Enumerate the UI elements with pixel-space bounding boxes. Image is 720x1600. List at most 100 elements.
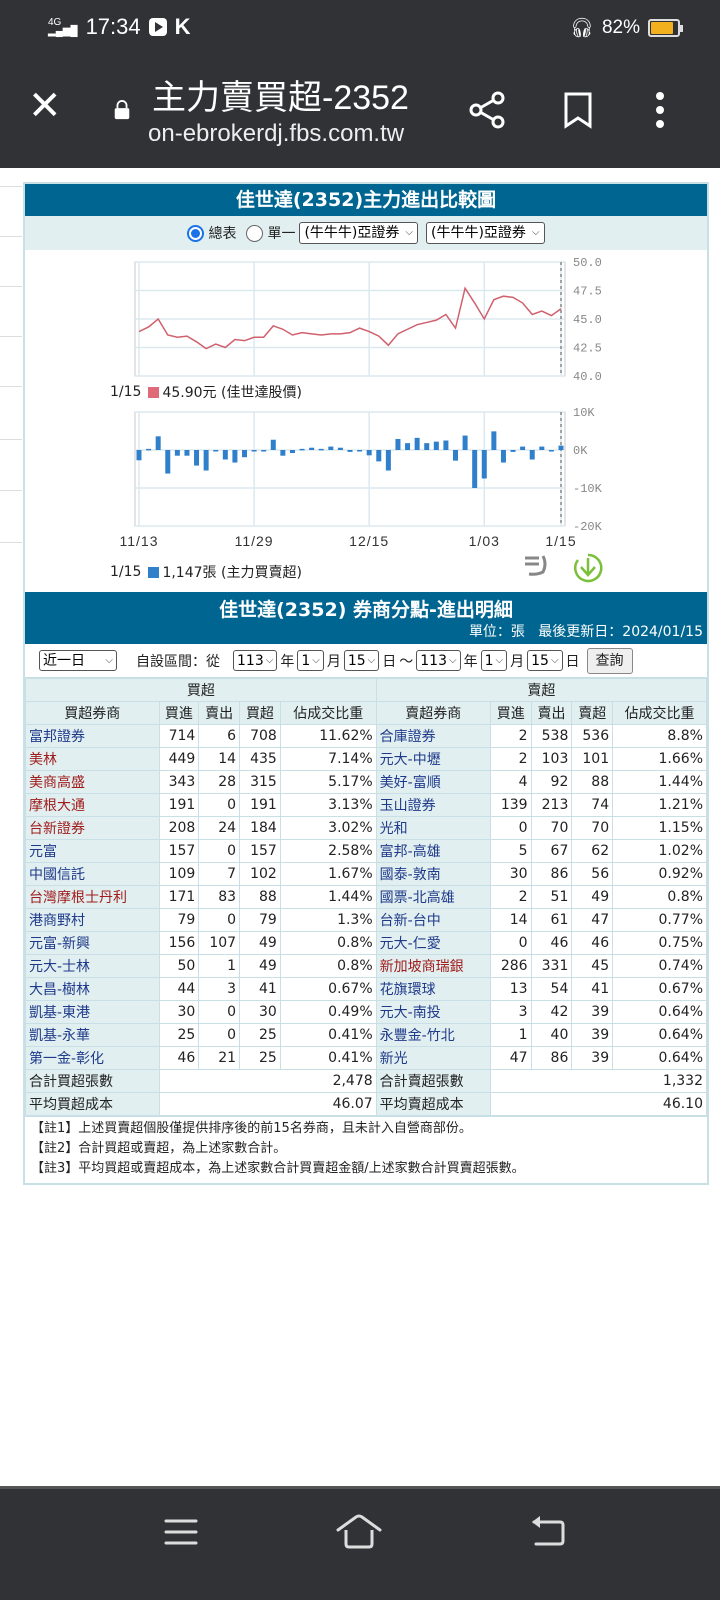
sell-buy-cell: 4 <box>489 770 532 794</box>
sell-broker-link[interactable]: 元大-中壢 <box>375 747 491 771</box>
bookmark-icon[interactable] <box>562 90 594 130</box>
buy-sell-cell: 107 <box>198 931 241 955</box>
recent-apps-icon[interactable] <box>164 1517 198 1547</box>
buy-col-header[interactable]: 買超 <box>239 701 281 725</box>
table-row: 元富-新興 156 107 49 0.8% 元大-仁愛 0 46 46 0.75% <box>25 931 707 955</box>
sell-buy-cell: 2 <box>489 724 532 748</box>
buy-broker-link[interactable]: 美商高盛 <box>25 770 160 794</box>
buy-broker-link[interactable]: 港商野村 <box>25 908 160 932</box>
svg-text:0K: 0K <box>573 444 588 458</box>
to-day-select[interactable]: 15 ⌵ <box>527 650 563 671</box>
buy-sell-cell: 0 <box>198 793 241 817</box>
buy-broker-link[interactable]: 元富-新興 <box>25 931 160 955</box>
sell-broker-link[interactable]: 新光 <box>375 1046 491 1070</box>
total-row-cell: 1,332 <box>489 1069 708 1093</box>
sell-sell-cell: 86 <box>530 1046 573 1070</box>
price-legend: 1/15 45.90元 (佳世達股價) <box>110 384 302 401</box>
sell-broker-link[interactable]: 元大-南投 <box>375 1000 491 1024</box>
buy-broker-link[interactable]: 中國信託 <box>25 862 160 886</box>
radio-total[interactable] <box>187 224 205 242</box>
note-1: 【註1】上述買賣超個股僅提供排序後的前15名券商，且未計入自營商部份。 <box>31 1121 472 1136</box>
average-row-cell: 平均買超成本 <box>25 1092 160 1116</box>
buy-net-cell: 25 <box>239 1023 281 1047</box>
buy-broker-link[interactable]: 第一金-彰化 <box>25 1046 160 1070</box>
from-year-select[interactable]: 113 ⌵ <box>233 650 278 671</box>
day-unit: 日 <box>382 653 397 670</box>
month-unit: 月 <box>326 653 341 670</box>
period-select[interactable]: 近一日 ⌵ <box>39 650 117 671</box>
sell-broker-link[interactable]: 台新-台中 <box>375 908 491 932</box>
home-icon[interactable] <box>336 1513 382 1549</box>
table-row: 凱基-東港 30 0 30 0.49% 元大-南投 3 42 39 0.64% <box>25 1000 707 1024</box>
buy-broker-link[interactable]: 元富 <box>25 839 160 863</box>
sell-broker-link[interactable]: 光和 <box>375 816 491 840</box>
status-bar: 4G ▂▄▆█ 17:34 K 🎧︎ 82% <box>0 0 720 56</box>
sell-broker-link[interactable]: 永豐金-竹北 <box>375 1023 491 1047</box>
sell-broker-link[interactable]: 合庫證券 <box>375 724 491 748</box>
buy-col-header[interactable]: 買超券商 <box>25 701 160 725</box>
more-options-icon[interactable] <box>650 90 670 130</box>
buy-broker-link[interactable]: 台灣摩根士丹利 <box>25 885 160 909</box>
buy-broker-link[interactable]: 美林 <box>25 747 160 771</box>
sell-col-header[interactable]: 賣出 <box>530 701 573 725</box>
sell-broker-link[interactable]: 美好-富順 <box>375 770 491 794</box>
sell-col-header[interactable]: 佔成交比重 <box>612 701 707 725</box>
back-icon[interactable] <box>530 1515 566 1547</box>
buy-broker-link[interactable]: 凱基-永華 <box>25 1023 160 1047</box>
from-month-select[interactable]: 1 ⌵ <box>297 650 324 671</box>
svg-text:40.0: 40.0 <box>573 370 602 384</box>
radio-single[interactable] <box>246 224 264 242</box>
chevron-down-icon: ⌵ <box>367 654 376 666</box>
sell-net-cell: 47 <box>571 908 614 932</box>
year-unit: 年 <box>463 653 478 670</box>
play-icon <box>148 18 167 36</box>
total-row: 合計買超張數 2,478 合計賣超張數 1,332 <box>25 1069 708 1093</box>
query-button[interactable]: 查詢 <box>586 647 633 674</box>
download-icon[interactable] <box>573 552 603 584</box>
sell-col-header[interactable]: 買進 <box>489 701 532 725</box>
buy-broker-link[interactable]: 摩根大通 <box>25 793 160 817</box>
chevron-down-icon: ⌵ <box>550 654 559 666</box>
to-month-select[interactable]: 1 ⌵ <box>480 650 508 671</box>
url-text[interactable]: on-ebrokerdj.fbs.com.tw <box>148 120 405 147</box>
from-day-select[interactable]: 15 ⌵ <box>343 650 380 671</box>
detail-header: 佳世達(2352) 券商分點-進出明細 單位：張 最後更新日：2024/01/1… <box>25 592 707 644</box>
sell-broker-link[interactable]: 玉山證券 <box>375 793 491 817</box>
sell-broker-link[interactable]: 元大-仁愛 <box>375 931 491 955</box>
buy-broker-link[interactable]: 大昌-樹林 <box>25 977 160 1001</box>
to-year-select[interactable]: 113 ⌵ <box>416 650 461 671</box>
chart-panel-title: 佳世達(2352)主力進出比較圖 <box>25 184 707 216</box>
sell-sell-cell: 46 <box>530 931 573 955</box>
broker-select-2[interactable]: (牛牛牛)亞證券 ⌵ <box>426 222 545 244</box>
zoom-reset-icon[interactable] <box>523 552 553 578</box>
share-icon[interactable] <box>468 90 508 130</box>
buy-col-header[interactable]: 佔成交比重 <box>279 701 377 725</box>
buy-col-header[interactable]: 買進 <box>158 701 200 725</box>
table-row: 美林 449 14 435 7.14% 元大-中壢 2 103 101 1.66% <box>25 747 707 771</box>
year-unit: 年 <box>280 653 295 670</box>
buy-sell-cell: 21 <box>198 1046 241 1070</box>
sell-broker-link[interactable]: 國泰-敦南 <box>375 862 491 886</box>
broker-select-1[interactable]: (牛牛牛)亞證券 ⌵ <box>299 222 418 244</box>
sell-buy-cell: 30 <box>489 862 532 886</box>
sell-col-header[interactable]: 賣超券商 <box>375 701 491 725</box>
system-nav-bar <box>0 1486 720 1600</box>
buy-col-header[interactable]: 賣出 <box>198 701 241 725</box>
price-chart: 40.0 42.5 45.0 47.5 50.0 -20K -10K 0K 10K 11/13 11… <box>120 256 603 549</box>
close-icon[interactable]: ✕ <box>28 83 62 129</box>
sell-buy-cell: 0 <box>489 931 532 955</box>
sell-col-header[interactable]: 賣超 <box>571 701 614 725</box>
column-header-row: 買超券商 買進 賣出 買超 佔成交比重 賣超券商 買進 賣出 賣超 佔成交比重 <box>25 701 707 725</box>
buy-broker-link[interactable]: 台新證券 <box>25 816 160 840</box>
table-row: 元富 157 0 157 2.58% 富邦-高雄 5 67 62 1.02% <box>25 839 707 863</box>
sell-broker-link[interactable]: 富邦-高雄 <box>375 839 491 863</box>
buy-sell-cell: 1 <box>198 954 241 978</box>
table-row: 台灣摩根士丹利 171 83 88 1.44% 國票-北高雄 2 51 49 0.8% <box>25 885 707 909</box>
sell-broker-link[interactable]: 新加坡商瑞銀 <box>375 954 491 978</box>
buy-broker-link[interactable]: 凱基-東港 <box>25 1000 160 1024</box>
sell-sell-cell: 54 <box>530 977 573 1001</box>
sell-broker-link[interactable]: 國票-北高雄 <box>375 885 491 909</box>
buy-broker-link[interactable]: 元大-士林 <box>25 954 160 978</box>
sell-broker-link[interactable]: 花旗環球 <box>375 977 491 1001</box>
buy-broker-link[interactable]: 富邦證券 <box>25 724 160 748</box>
